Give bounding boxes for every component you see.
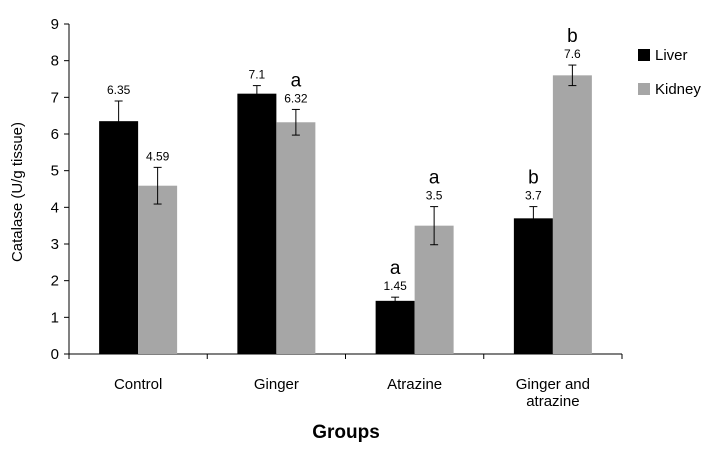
y-axis: 0 1 2 3 4 5 6 7 8 9 xyxy=(51,16,70,363)
x-axis: Control Ginger Atrazine Ginger and atrazine xyxy=(68,353,623,410)
y-tick-label: 4 xyxy=(51,199,59,216)
y-tick-label: 5 xyxy=(51,163,59,180)
data-label: 7.1 xyxy=(249,68,266,82)
y-tick-label: 6 xyxy=(51,126,59,143)
bars xyxy=(99,75,592,355)
significance-letter: a xyxy=(291,70,302,91)
x-tick-label: Ginger xyxy=(254,376,299,393)
y-tick-label: 2 xyxy=(51,273,59,290)
bar-kidney xyxy=(552,75,592,354)
bar-liver xyxy=(237,93,277,355)
x-tick-label: Ginger and atrazine xyxy=(516,376,590,410)
x-axis-label: Groups xyxy=(312,422,380,443)
significance-letter: a xyxy=(429,168,440,189)
y-tick-label: 8 xyxy=(51,53,59,70)
x-tick-label: Control xyxy=(114,376,162,393)
legend-label: Kidney xyxy=(655,81,701,98)
data-label: 7.6 xyxy=(564,47,581,61)
x-tick-label-line: Control xyxy=(114,376,162,393)
bar-liver xyxy=(375,300,415,354)
y-tick-label: 0 xyxy=(51,346,59,363)
y-tick-label: 7 xyxy=(51,89,59,106)
x-tick-label-line: Ginger and xyxy=(516,376,590,393)
x-tick-label-line: atrazine xyxy=(526,393,579,410)
legend-swatch-liver xyxy=(638,49,650,61)
significance-letter: b xyxy=(567,26,578,47)
bar-kidney xyxy=(138,185,178,354)
bar-liver xyxy=(513,218,553,354)
y-tick-label: 1 xyxy=(51,309,59,326)
significance-letter: a xyxy=(390,258,401,279)
legend-swatch-kidney xyxy=(638,83,650,95)
bar-kidney xyxy=(414,225,454,354)
x-tick-label-line: Atrazine xyxy=(387,376,442,393)
y-tick-label: 9 xyxy=(51,16,59,33)
legend: Liver Kidney xyxy=(638,47,701,98)
legend-label: Liver xyxy=(655,47,688,64)
bar-kidney xyxy=(276,122,316,355)
data-label: 3.5 xyxy=(426,189,443,203)
data-label: 6.32 xyxy=(284,91,308,105)
data-label: 1.45 xyxy=(383,279,407,293)
bar-liver xyxy=(99,121,139,355)
significance-letter: b xyxy=(528,168,539,189)
data-label: 6.35 xyxy=(107,83,131,97)
data-label: 3.7 xyxy=(525,189,542,203)
y-axis-label: Catalase (U/g tissue) xyxy=(9,122,26,262)
data-label: 4.59 xyxy=(146,149,170,163)
x-tick-label: Atrazine xyxy=(387,376,442,393)
y-tick-label: 3 xyxy=(51,236,59,253)
x-tick-label-line: Ginger xyxy=(254,376,299,393)
error-bars xyxy=(114,64,577,305)
